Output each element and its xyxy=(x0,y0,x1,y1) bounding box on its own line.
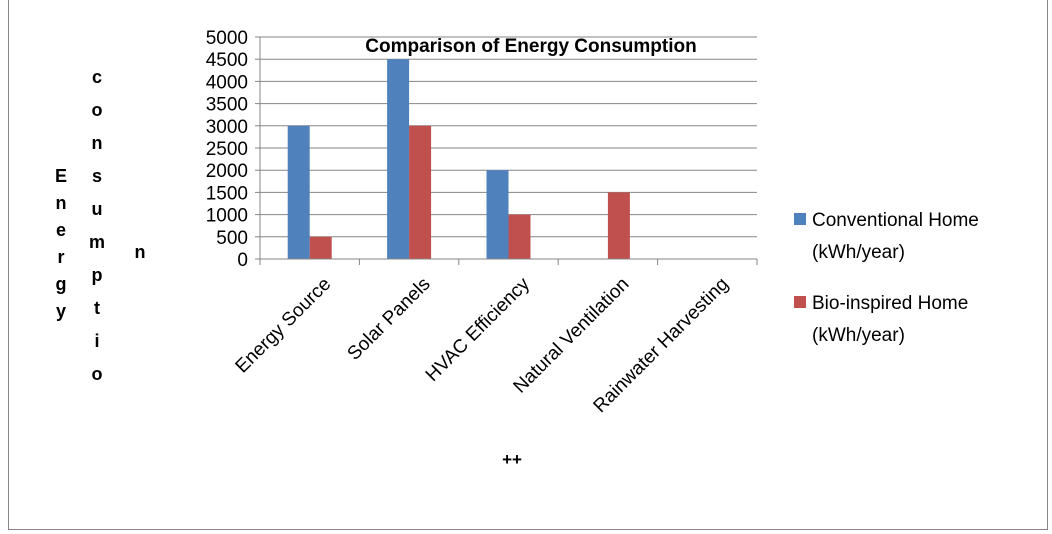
bar xyxy=(387,59,410,260)
bar xyxy=(409,125,432,259)
bar xyxy=(287,125,310,259)
bar xyxy=(309,236,332,259)
legend-swatch xyxy=(794,213,806,225)
y-tick-label: 3000 xyxy=(206,117,248,138)
category-label: Energy Source xyxy=(232,274,336,378)
legend-item: Bio-inspired Home (kWh/year) xyxy=(794,293,968,346)
chart-frame xyxy=(8,0,1048,530)
y-tick-label: 0 xyxy=(237,250,248,271)
legend-label-unit: (kWh/year) xyxy=(812,242,905,263)
y-label-column: Energy xyxy=(55,166,67,321)
legend-label-unit: (kWh/year) xyxy=(812,325,905,346)
legend-swatch xyxy=(794,296,806,308)
y-tick-label: 500 xyxy=(216,228,248,249)
y-tick-label: 1500 xyxy=(206,183,248,204)
legend: Conventional Home(kWh/year)Bio-inspired … xyxy=(794,210,979,346)
bar xyxy=(607,192,630,259)
y-label-letter: i xyxy=(94,331,99,351)
bars xyxy=(287,59,630,260)
y-label-letter: o xyxy=(92,100,103,120)
bar xyxy=(486,170,509,259)
y-label-letter: m xyxy=(89,232,105,252)
y-label-letter: y xyxy=(56,301,66,321)
legend-label: Bio-inspired Home xyxy=(812,293,968,314)
y-tick-label: 4500 xyxy=(206,50,248,71)
y-label-letter: n xyxy=(92,133,103,153)
legend-label: Conventional Home xyxy=(812,210,979,231)
axes xyxy=(255,36,758,265)
y-label-letter: s xyxy=(92,166,102,186)
y-label-column: n xyxy=(135,242,146,262)
bar xyxy=(508,214,531,259)
y-label-letter: r xyxy=(57,247,64,267)
category-label: HVAC Efficiency xyxy=(422,273,535,386)
y-label-letter: E xyxy=(55,166,67,186)
y-label-letter: g xyxy=(56,274,67,294)
y-tick-label: 1000 xyxy=(206,206,248,227)
y-tick-label: 2000 xyxy=(206,161,248,182)
y-label-letter: o xyxy=(92,364,103,384)
category-label: Solar Panels xyxy=(344,274,435,365)
legend-item: Conventional Home (kWh/year) xyxy=(794,210,979,263)
y-label-letter: c xyxy=(92,67,102,87)
y-label-letter: t xyxy=(94,298,100,318)
y-tick-label: 3500 xyxy=(206,95,248,116)
y-tick-label: 2500 xyxy=(206,139,248,160)
y-label-letter: e xyxy=(56,220,66,240)
x-axis-label: ++ xyxy=(502,450,522,469)
chart-title: Comparison of Energy Consumption xyxy=(365,36,696,57)
y-label-letter: n xyxy=(135,242,146,262)
y-label-letter: u xyxy=(92,199,103,219)
y-label-letter: n xyxy=(56,193,67,213)
y-tick-label: 4000 xyxy=(206,72,248,93)
y-tick-label: 5000 xyxy=(206,28,248,49)
y-label-letter: p xyxy=(92,265,103,285)
